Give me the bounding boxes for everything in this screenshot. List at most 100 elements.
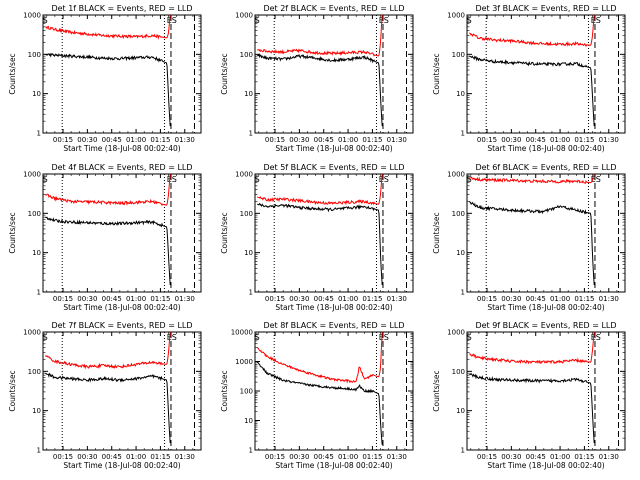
x-axis-label: Start Time (18-Jul-08 00:02:40) — [275, 144, 392, 153]
series-line-events — [469, 55, 595, 127]
event-marker-label: ES — [591, 16, 601, 25]
x-tick-label: 00:15 — [265, 136, 285, 144]
x-axis-label: Start Time (18-Jul-08 00:02:40) — [487, 461, 604, 470]
chart-panel-2: Det 2f BLACK = Events, RED = LLD 1 10 100 10… — [220, 4, 414, 153]
series-line-events — [256, 361, 383, 445]
y-tick-label: 10 — [32, 90, 41, 98]
x-tick-label: 01:15 — [362, 453, 382, 461]
y-tick-label: 1000 — [23, 12, 41, 20]
event-marker-label: ES — [167, 175, 177, 184]
x-tick-label: 00:30 — [501, 136, 521, 144]
plot-frame — [254, 173, 414, 293]
series-line-events — [44, 216, 171, 286]
chart-panel-4: Det 4f BLACK = Events, RED = LLD 1 10 100 10… — [8, 163, 202, 312]
chart-title: Det 5f BLACK = Events, RED = LLD — [263, 163, 404, 172]
event-marker-label: S — [43, 16, 48, 25]
y-tick-label: 1000 — [447, 12, 465, 20]
chart-title: Det 6f BLACK = Events, RED = LLD — [475, 163, 616, 172]
x-tick-label: 00:45 — [102, 453, 122, 461]
x-tick-label: 01:00 — [550, 136, 570, 144]
chart-panel-7: Det 7f BLACK = Events, RED = LLD 1 10 100 10… — [8, 321, 202, 470]
event-marker-label: S — [467, 16, 472, 25]
y-tick-label: 1000 — [447, 329, 465, 337]
x-tick-label: 00:15 — [53, 295, 73, 303]
series-line-events — [469, 372, 595, 444]
x-tick-label: 01:30 — [175, 136, 195, 144]
x-tick-label: 01:30 — [175, 295, 195, 303]
series-line-lld — [469, 173, 595, 184]
series-line-lld — [257, 173, 383, 206]
y-tick-label: 1 — [461, 130, 465, 138]
x-tick-label: 01:15 — [362, 136, 382, 144]
y-axis-label: Counts/sec — [8, 370, 17, 411]
y-tick-label: 10 — [244, 90, 253, 98]
event-marker-label: S — [255, 16, 260, 25]
x-tick-label: 01:00 — [338, 295, 358, 303]
x-tick-label: 01:15 — [150, 295, 170, 303]
event-marker-label: S — [43, 175, 48, 184]
y-tick-label: 1000 — [447, 171, 465, 179]
y-tick-label: 1 — [249, 130, 253, 138]
chart-title: Det 7f BLACK = Events, RED = LLD — [51, 321, 192, 330]
y-tick-label: 10000 — [231, 329, 253, 337]
y-tick-label: 100 — [240, 51, 253, 59]
x-tick-label: 00:45 — [526, 453, 546, 461]
chart-title: Det 2f BLACK = Events, RED = LLD — [263, 4, 404, 13]
y-tick-label: 1000 — [235, 358, 253, 366]
y-axis-label: Counts/sec — [8, 53, 17, 94]
plot-frame — [254, 331, 414, 451]
x-tick-label: 00:45 — [102, 295, 122, 303]
x-tick-label: 01:15 — [150, 453, 170, 461]
plot-frame — [466, 173, 626, 293]
event-marker-label: S — [467, 175, 472, 184]
event-marker-label: S — [467, 333, 472, 342]
y-tick-label: 100 — [240, 388, 253, 396]
chart-panel-1: Det 1f BLACK = Events, RED = LLD 1 10 100 10… — [8, 4, 202, 153]
plot-frame — [42, 173, 202, 293]
x-tick-label: 01:00 — [338, 136, 358, 144]
x-tick-label: 01:15 — [574, 295, 594, 303]
y-tick-label: 10 — [244, 417, 253, 425]
series-line-events — [45, 52, 171, 127]
y-axis-label: Counts/sec — [220, 53, 229, 94]
x-tick-label: 00:30 — [77, 295, 97, 303]
x-tick-label: 00:45 — [526, 136, 546, 144]
y-tick-label: 1 — [249, 289, 253, 297]
x-tick-label: 01:00 — [126, 453, 146, 461]
series-line-lld — [44, 331, 171, 370]
event-marker-label: ES — [379, 175, 389, 184]
y-axis-label: Counts/sec — [220, 212, 229, 253]
chart-panel-3: Det 3f BLACK = Events, RED = LLD 1 10 100 10… — [432, 4, 626, 153]
series-line-lld — [468, 331, 595, 365]
y-tick-label: 100 — [28, 368, 41, 376]
x-axis-label: Start Time (18-Jul-08 00:02:40) — [487, 303, 604, 312]
x-tick-label: 00:15 — [53, 136, 73, 144]
y-tick-label: 10 — [32, 407, 41, 415]
y-tick-label: 1000 — [235, 171, 253, 179]
y-tick-label: 1 — [461, 289, 465, 297]
series-line-lld — [45, 173, 171, 206]
series-line-lld — [256, 331, 383, 384]
x-tick-label: 00:45 — [314, 295, 334, 303]
y-tick-label: 1000 — [235, 12, 253, 20]
y-axis-label: Counts/sec — [432, 370, 441, 411]
event-marker-label: ES — [591, 333, 601, 342]
x-tick-label: 01:30 — [175, 453, 195, 461]
x-tick-label: 01:00 — [550, 295, 570, 303]
y-tick-label: 1 — [37, 130, 41, 138]
chart-panel-6: Det 6f BLACK = Events, RED = LLD 1 10 100 10… — [432, 163, 626, 312]
x-axis-label: Start Time (18-Jul-08 00:02:40) — [63, 303, 180, 312]
x-tick-label: 01:00 — [126, 136, 146, 144]
chart-title: Det 1f BLACK = Events, RED = LLD — [51, 4, 192, 13]
x-tick-label: 00:45 — [102, 136, 122, 144]
x-tick-label: 01:00 — [550, 453, 570, 461]
x-tick-label: 00:30 — [77, 136, 97, 144]
series-line-lld — [468, 14, 595, 47]
plot-frame — [42, 14, 202, 134]
x-tick-label: 00:30 — [289, 453, 309, 461]
y-tick-label: 10 — [456, 407, 465, 415]
x-tick-label: 00:15 — [265, 453, 285, 461]
chart-panel-5: Det 5f BLACK = Events, RED = LLD 1 10 100 10… — [220, 163, 414, 312]
x-tick-label: 01:30 — [599, 453, 619, 461]
